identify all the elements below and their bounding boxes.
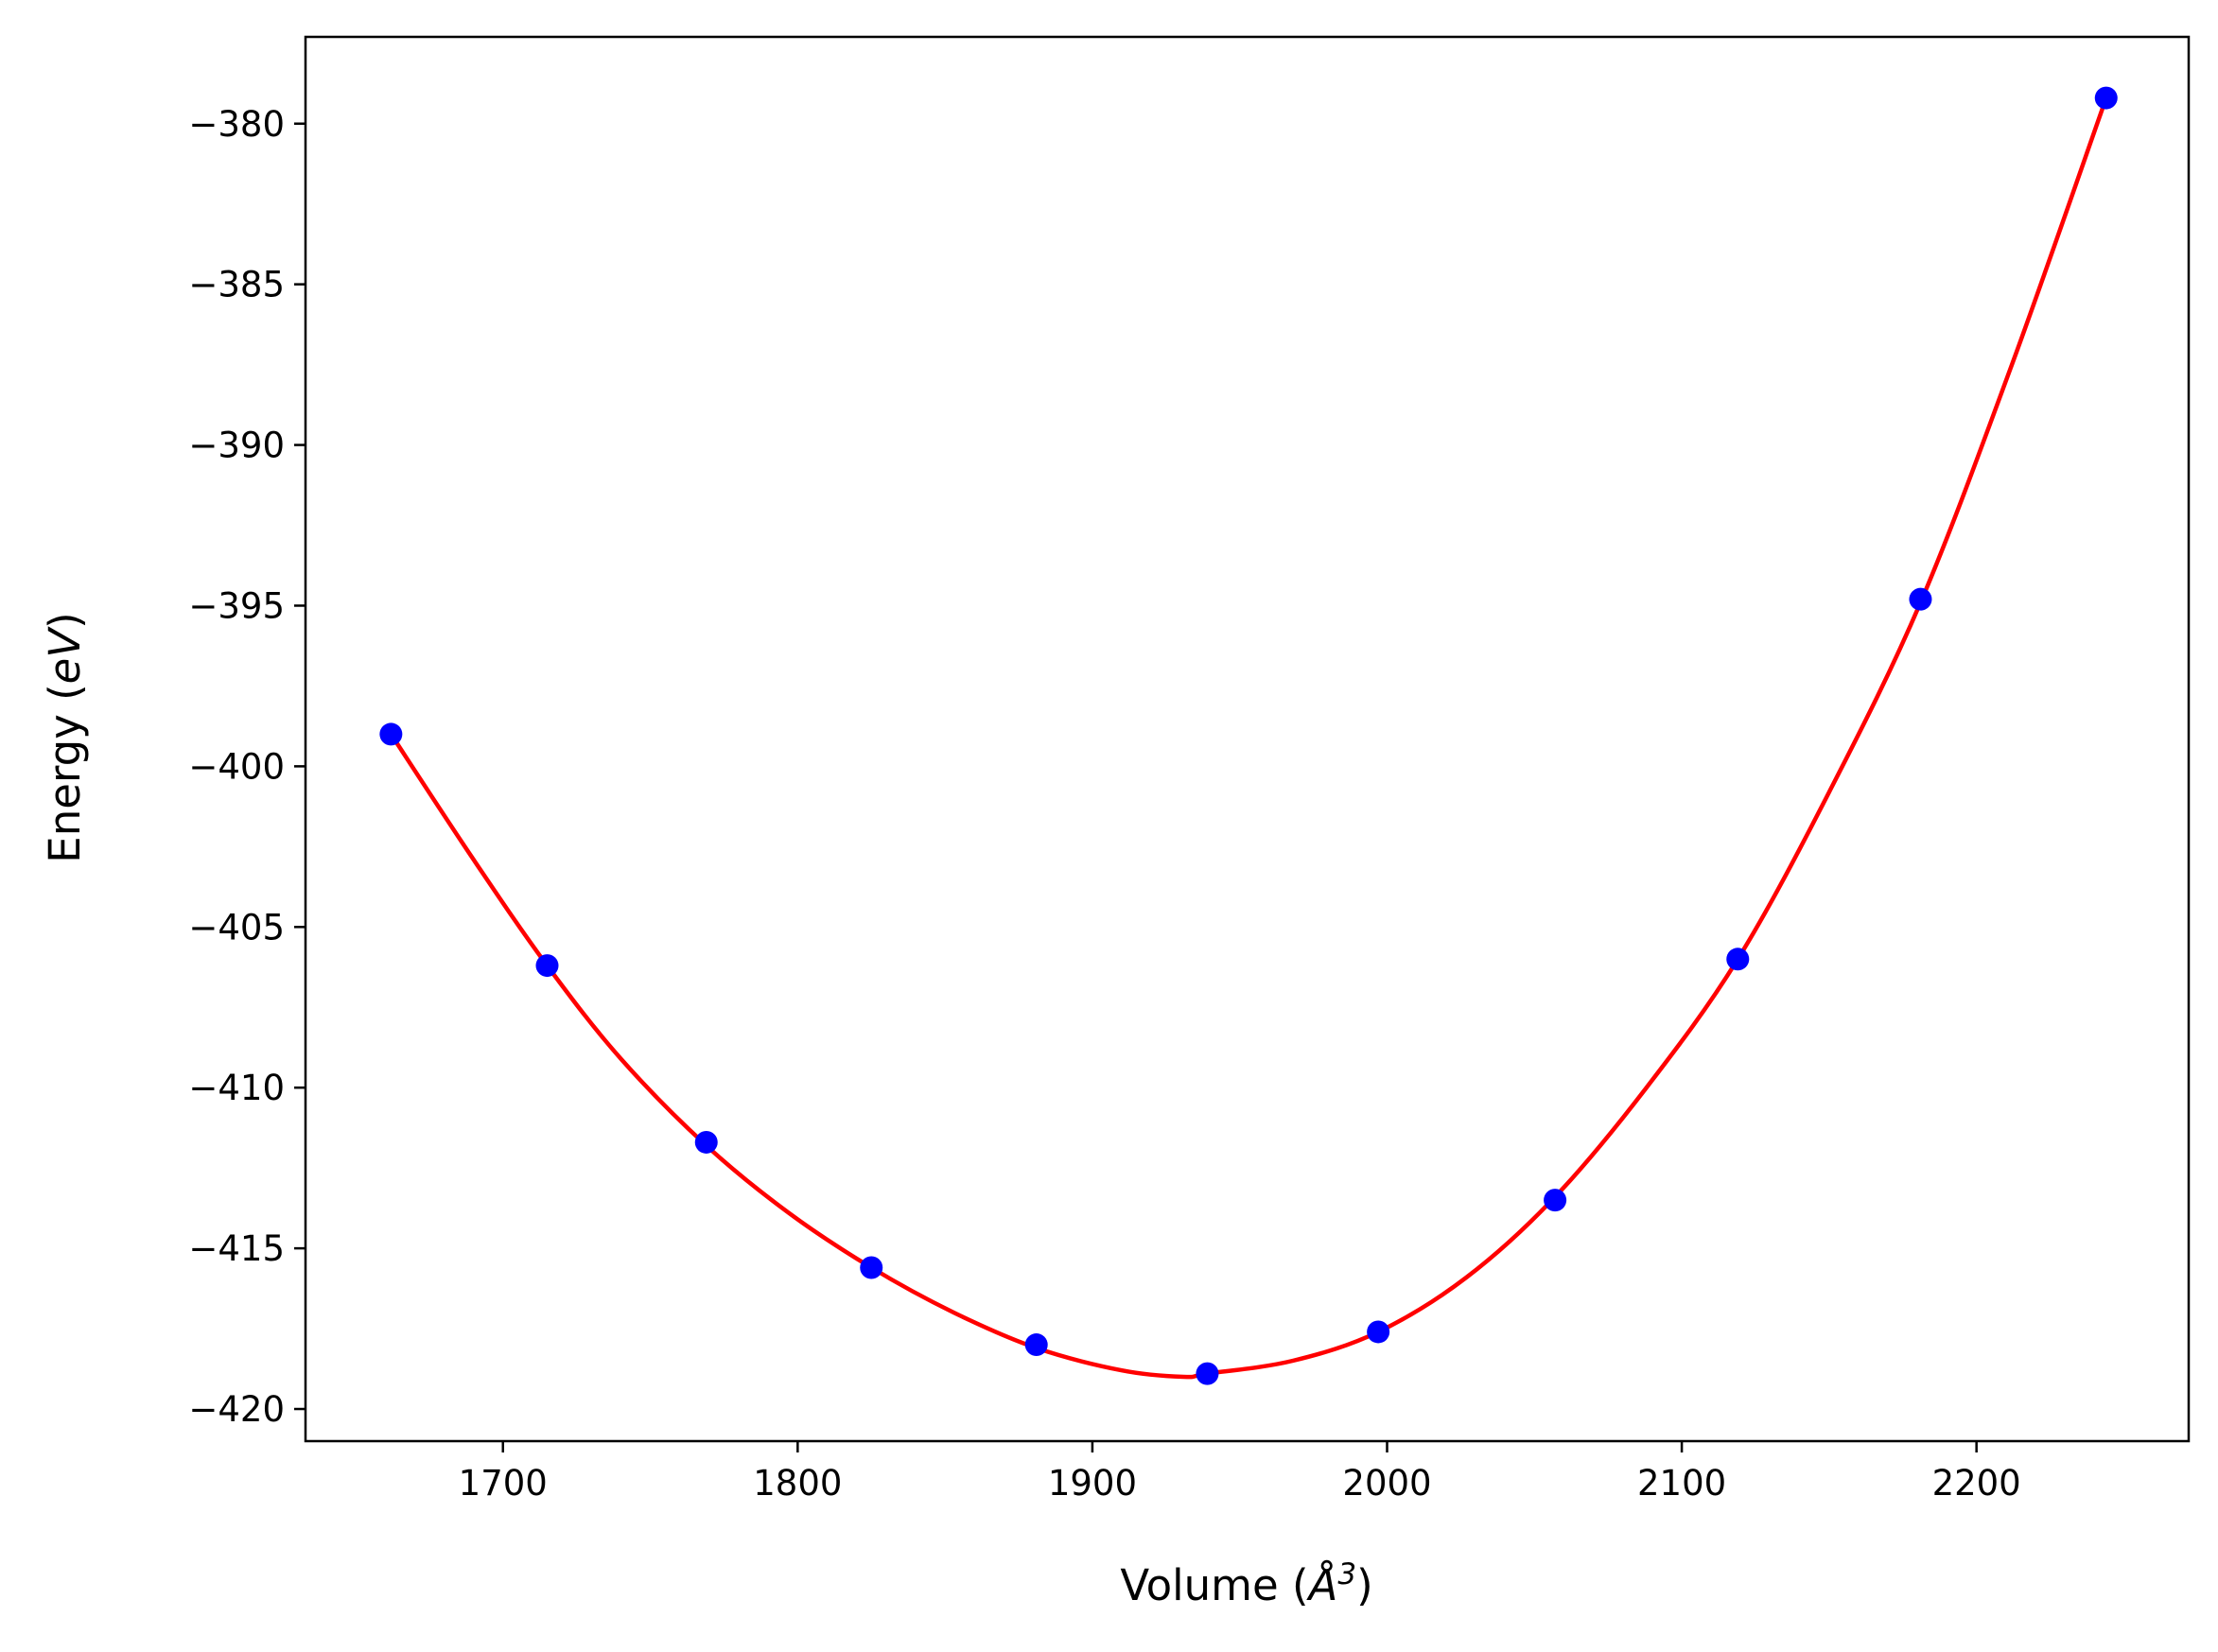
y-axis-ticks: −380 −385 −390 −395 −400 −405 −410 −415 −420	[188, 104, 306, 1430]
plot-background	[306, 37, 2189, 1441]
data-point	[379, 722, 403, 746]
data-point	[535, 954, 559, 978]
data-point	[1909, 587, 1932, 611]
y-tick-label: −410	[188, 1068, 285, 1108]
data-point	[694, 1130, 718, 1154]
data-point	[1726, 948, 1750, 971]
data-point	[1544, 1189, 1567, 1212]
y-tick-label: −385	[188, 265, 285, 305]
x-axis-ticks: 1700 1800 1900 2000 2100 2200	[459, 1441, 2021, 1504]
y-tick-label: −405	[188, 907, 285, 948]
y-tick-label: −415	[188, 1228, 285, 1269]
fit-curve-layer	[389, 96, 2108, 1380]
x-axis-label: Volume (Å3)	[1120, 1557, 1372, 1610]
data-point	[2094, 86, 2118, 110]
data-points-layer	[379, 86, 2118, 1385]
y-axis-label: Energy (eV)	[40, 612, 90, 862]
y-tick-label: −420	[188, 1389, 285, 1430]
y-axis-label-symbol: eV	[40, 626, 90, 685]
x-tick-label: 1800	[753, 1463, 842, 1504]
x-tick-label: 1700	[459, 1463, 548, 1504]
data-point	[860, 1256, 883, 1279]
x-tick-label: 1900	[1048, 1463, 1137, 1504]
y-axis-label-close: )	[40, 612, 90, 629]
y-tick-label: −390	[188, 426, 285, 466]
x-axis-label-text: Volume (	[1120, 1560, 1308, 1610]
y-axis-label-text: Energy (	[40, 684, 90, 862]
x-tick-label: 2200	[1932, 1463, 2021, 1504]
plot-frame	[304, 35, 2191, 1443]
y-tick-label: −380	[188, 104, 285, 145]
y-tick-label: −395	[188, 585, 285, 626]
x-axis-label-power: 3	[1337, 1557, 1356, 1591]
fit-curve-line	[389, 96, 2108, 1380]
x-tick-label: 2100	[1637, 1463, 1726, 1504]
x-tick-label: 2000	[1342, 1463, 1431, 1504]
data-point	[1196, 1362, 1219, 1385]
x-axis-label-close: )	[1356, 1560, 1373, 1610]
y-tick-label: −400	[188, 746, 285, 787]
data-point	[1024, 1333, 1048, 1357]
x-axis-label-symbol: Å	[1306, 1560, 1338, 1610]
data-point	[1367, 1320, 1390, 1344]
